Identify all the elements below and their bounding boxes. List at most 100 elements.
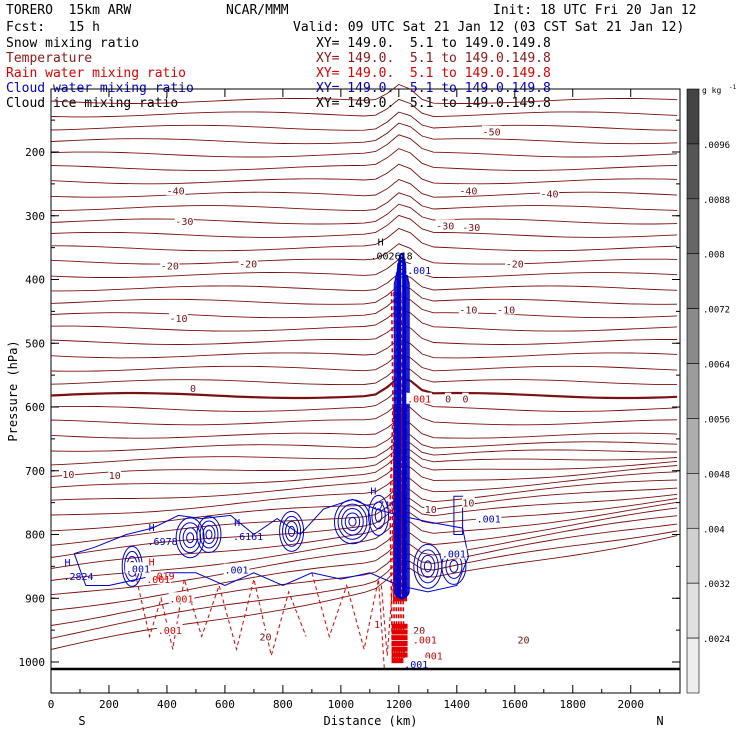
cloud-contour [288, 525, 296, 537]
isotherm-line [50, 535, 678, 650]
label-bg [462, 496, 475, 508]
colorbar-tick-label: .0064 [703, 361, 730, 371]
isotherm-line [50, 507, 678, 596]
colorbar-units-exponent: -1 [729, 84, 737, 91]
label-bg [406, 263, 432, 275]
isotherm-line [50, 83, 678, 104]
field-xy-temperature: XY= 149.0. 5.1 to 149.0.149.8 [316, 51, 551, 66]
x-tick-label: 800 [273, 698, 293, 711]
cloud-contour [348, 516, 357, 527]
x-tick-label: 1800 [560, 698, 587, 711]
rain-contour [398, 292, 404, 663]
colorbar-tick-label: .0088 [703, 196, 730, 206]
colorbar-segment [686, 88, 700, 145]
x-tick-label: 1600 [502, 698, 529, 711]
cloud-contour [371, 501, 386, 530]
colorbar-tick-label: .0096 [703, 141, 730, 151]
isotherm-label: -40 [167, 186, 185, 197]
x-tick-label: 2000 [617, 698, 644, 711]
isotherm-line [50, 402, 678, 426]
rain-core-cell [391, 640, 408, 646]
label-bg [496, 303, 516, 315]
isotherm-line [50, 515, 678, 611]
y-tick-label: 600 [25, 401, 45, 414]
isotherm-line [50, 322, 678, 345]
isotherm-line [51, 272, 678, 292]
x-axis-label: Distance (km) [324, 714, 418, 728]
maximum-marker: H [149, 523, 155, 534]
colorbar-segment [686, 637, 700, 694]
cloud-contour [182, 527, 198, 549]
maximum-marker: H [234, 518, 240, 529]
label-bg [444, 392, 452, 404]
colorbar-segment [686, 527, 700, 584]
cloud-contour [199, 520, 219, 549]
cloud-contour-label: .001 [404, 660, 428, 671]
cloud-contour [285, 520, 299, 542]
colorbar-segment [686, 143, 700, 200]
rain-core-cell [391, 652, 408, 658]
colorbar-tick-label: .0032 [703, 580, 730, 590]
contour-labels: -50 -40 -40 -40 -30 -30 -30 -20 -20 -20 -10 -10 -10 0… [61, 125, 560, 671]
isotherm-line [50, 498, 678, 569]
valid-time: Valid: 09 UTC Sat 21 Jan 12 (03 CST Sat … [293, 20, 685, 35]
label-bg [424, 503, 438, 514]
isotherm-label: 10 [425, 505, 437, 516]
y-tick-label: 500 [25, 337, 45, 350]
field-xy-snow: XY= 149.0. 5.1 to 149.0.149.8 [316, 36, 551, 51]
isotherm-label: -30 [462, 223, 480, 234]
init-time: Init: 18 UTC Fri 20 Jan 12 [493, 3, 697, 18]
rain-core-cell [391, 635, 408, 641]
x-axis-left-end-label: S [78, 714, 85, 728]
cloud-contour [279, 510, 305, 552]
isotherm-line [50, 471, 678, 516]
cloud-contour [196, 516, 222, 553]
isotherm-line [50, 446, 678, 477]
x-tick-label: 200 [99, 698, 119, 711]
isotherm-line [50, 501, 678, 581]
y-axis-label: Pressure (hPa) [6, 340, 20, 441]
isotherm-line [50, 463, 678, 501]
maximum-marker: H [149, 557, 155, 568]
cloud-contour [341, 508, 364, 536]
rain-contour-label: .001 [413, 636, 437, 647]
isotherm-line [50, 203, 678, 225]
isotherm-line [50, 178, 678, 198]
maximum-value: .715 [372, 501, 396, 512]
label-bg [108, 469, 122, 481]
cloud-contour [202, 525, 216, 544]
isotherm-label: 10 [109, 471, 121, 482]
rain-contour [134, 572, 307, 656]
isotherm-line [50, 122, 678, 145]
label-bg [160, 259, 180, 271]
colorbar: .0096 .0088 .008 .0072 .0064 .0056 .0048 .004 .0… [686, 84, 737, 694]
colorbar-segment [686, 418, 700, 474]
isotherm-line [50, 353, 678, 372]
x-tick-label: 400 [157, 698, 177, 711]
label-bg [417, 649, 444, 661]
isotherm-line [50, 453, 678, 489]
y-tick-label: 200 [25, 146, 45, 159]
rain-contour-label: .001 [146, 575, 170, 586]
center-title: NCAR/MMM [226, 3, 289, 18]
isotherm-line [50, 134, 678, 158]
isotherm-label: 20 [413, 626, 425, 637]
isotherm-line [50, 523, 678, 626]
y-tick-label: 400 [25, 274, 45, 287]
maximum-value: .6161 [233, 532, 263, 543]
maximum-marker: H [65, 558, 71, 569]
isotherm-line [50, 295, 678, 319]
x-tick-label: 1000 [328, 698, 355, 711]
cloud-contour-label: .001 [477, 515, 501, 526]
rain-contour-label: .001 [419, 652, 443, 663]
x-axis-right-end-label: N [656, 714, 663, 728]
isotherm-label: 0 [445, 395, 451, 406]
x-tick-label: 1400 [444, 698, 471, 711]
cloud-contour [393, 276, 410, 599]
label-bg [166, 184, 186, 196]
forecast-hour: Fcst: 15 h [6, 20, 100, 35]
isotherm-label: -20 [161, 261, 179, 272]
isotherm-line [50, 148, 678, 171]
rain-contour-label: .001 [158, 626, 182, 637]
y-tick-label: 300 [25, 210, 45, 223]
